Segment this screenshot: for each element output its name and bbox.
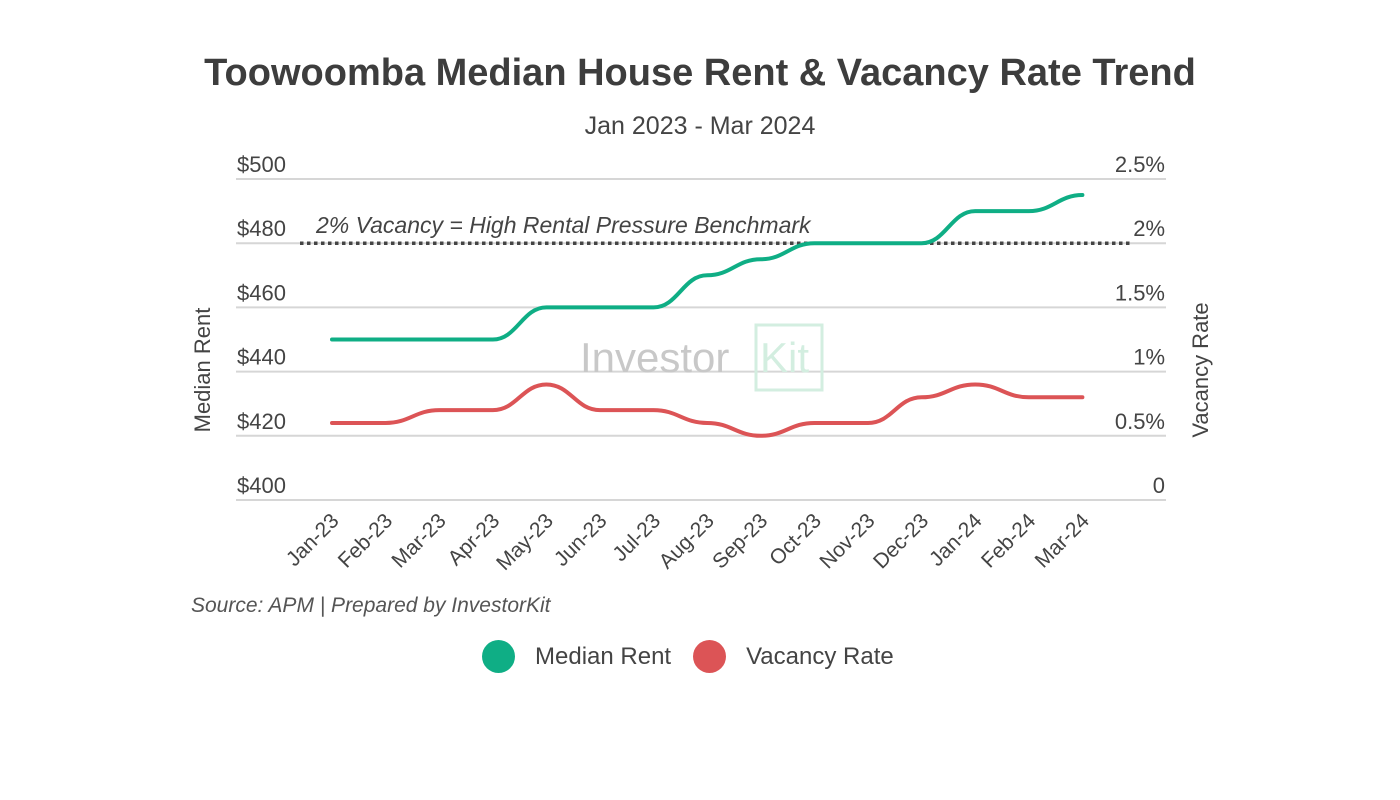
x-tick-label: May-23 <box>492 509 558 575</box>
y-tick-right: 0 <box>1153 473 1165 498</box>
legend-label: Median Rent <box>535 642 672 670</box>
x-tick-label: Dec-23 <box>869 509 933 573</box>
y-tick-left: $460 <box>237 280 286 305</box>
x-tick-label: Jun-23 <box>550 509 612 571</box>
benchmark-label: 2% Vacancy = High Rental Pressure Benchm… <box>315 212 812 238</box>
source-note: Source: APM | Prepared by InvestorKit <box>191 594 551 617</box>
x-tick-label: Jan-23 <box>282 509 344 571</box>
x-tick-label: Mar-23 <box>387 509 450 572</box>
x-tick-label: Feb-24 <box>977 509 1041 573</box>
chart-subtitle: Jan 2023 - Mar 2024 <box>584 112 816 140</box>
watermark-text: Investor <box>580 334 729 381</box>
y-tick-left: $480 <box>237 216 286 241</box>
y-axis-title-left: Median Rent <box>190 308 215 433</box>
series-median-rent-line <box>330 193 1085 342</box>
x-tick-label: Aug-23 <box>655 509 719 573</box>
x-tick-label: Sep-23 <box>708 509 772 573</box>
legend-label: Vacancy Rate <box>746 642 894 670</box>
legend-marker-vacancy-rate <box>693 640 727 673</box>
y-tick-left: $420 <box>237 409 286 434</box>
chart-title: Toowoomba Median House Rent & Vacancy Ra… <box>204 52 1196 94</box>
y-tick-left: $500 <box>237 152 286 177</box>
x-tick-label: Jan-24 <box>925 509 987 571</box>
x-tick-label: Nov-23 <box>815 509 879 573</box>
y-tick-left: $400 <box>237 473 286 498</box>
y-tick-right: 2.5% <box>1115 152 1165 177</box>
legend-item-vacancy-rate[interactable]: Vacancy Rate <box>693 640 894 673</box>
x-tick-label: Mar-24 <box>1031 509 1095 573</box>
y-tick-right: 2% <box>1133 216 1165 241</box>
y-axis-title-right: Vacancy Rate <box>1188 302 1213 437</box>
legend-item-median-rent[interactable]: Median Rent <box>482 640 671 673</box>
y-tick-left: $440 <box>237 345 286 370</box>
legend-marker-median-rent <box>482 640 515 673</box>
watermark-box <box>754 323 824 392</box>
x-tick-label: Oct-23 <box>765 509 826 570</box>
watermark-text: Kit <box>760 334 809 381</box>
y-tick-right: 1.5% <box>1115 280 1165 305</box>
x-tick-label: Feb-23 <box>334 509 397 572</box>
y-tick-right: 0.5% <box>1115 409 1165 434</box>
legend: Median Rent Vacancy Rate <box>482 640 916 673</box>
series-vacancy-rate-line <box>330 382 1085 438</box>
y-tick-right: 1% <box>1133 345 1165 370</box>
